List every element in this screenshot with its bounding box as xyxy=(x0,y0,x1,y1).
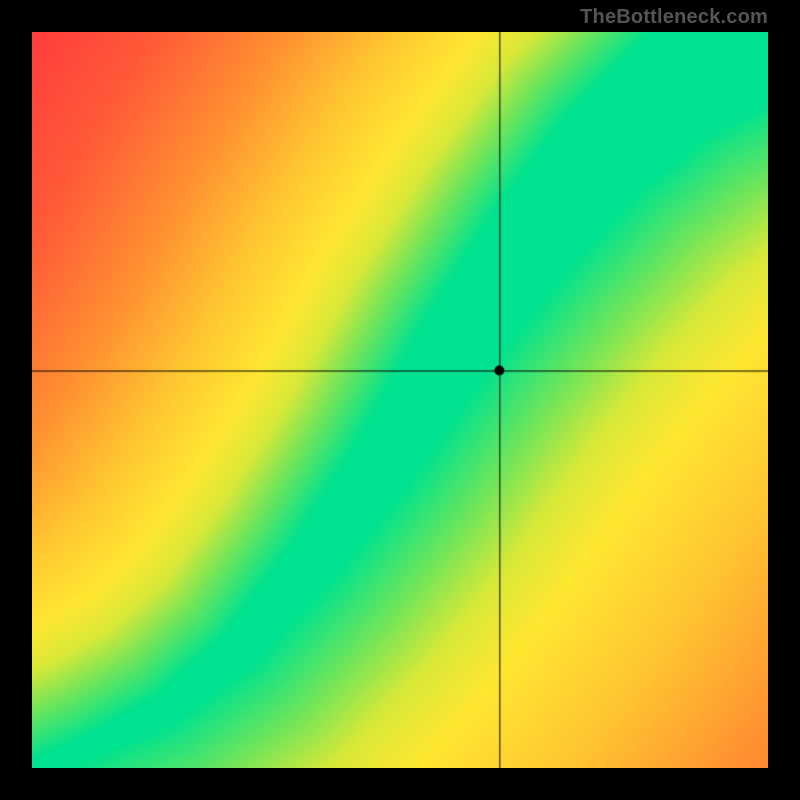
watermark-text: TheBottleneck.com xyxy=(580,6,768,29)
bottleneck-heatmap xyxy=(32,32,768,768)
heatmap-canvas xyxy=(32,32,768,768)
